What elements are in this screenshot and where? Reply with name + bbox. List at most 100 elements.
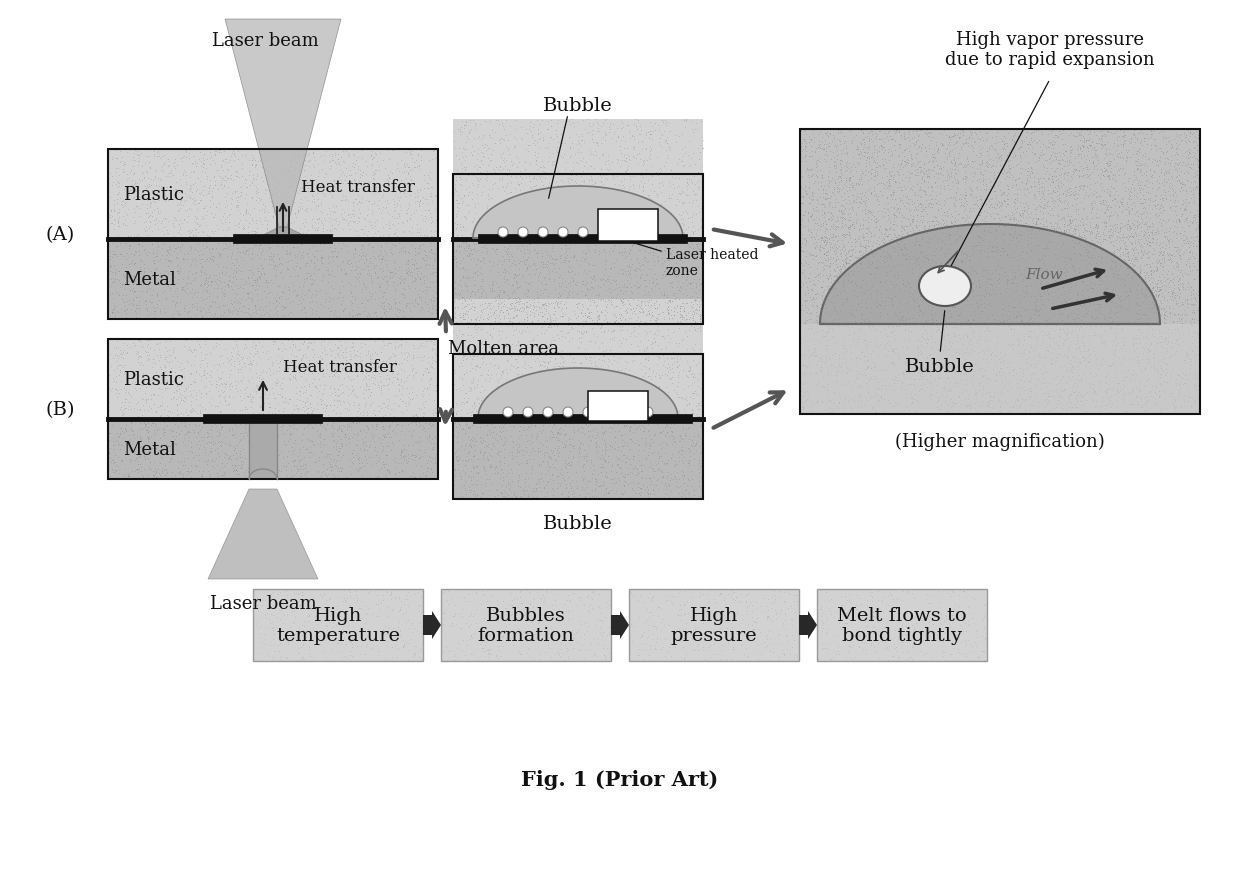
Point — [387, 163, 407, 177]
Point — [898, 604, 918, 618]
Point — [1091, 375, 1111, 389]
Point — [1048, 147, 1068, 161]
Point — [538, 368, 558, 381]
Point — [1131, 312, 1151, 326]
Point — [1045, 195, 1065, 209]
Point — [1156, 330, 1176, 344]
Point — [1101, 155, 1121, 169]
Point — [565, 465, 585, 479]
Point — [1097, 264, 1117, 278]
Point — [988, 166, 1008, 180]
Point — [929, 372, 949, 386]
Point — [306, 289, 326, 302]
Point — [588, 361, 608, 375]
Point — [1128, 277, 1148, 291]
Point — [1174, 376, 1194, 390]
Point — [1147, 369, 1167, 383]
Point — [901, 326, 921, 340]
Text: Metal: Metal — [123, 270, 176, 289]
Point — [197, 356, 217, 370]
Point — [1048, 297, 1068, 311]
Point — [154, 211, 174, 225]
Point — [502, 257, 522, 271]
Point — [1110, 196, 1130, 209]
Point — [811, 364, 831, 378]
Point — [1035, 279, 1055, 293]
Point — [920, 321, 940, 335]
Point — [1161, 346, 1180, 360]
Point — [936, 310, 956, 324]
Point — [565, 232, 585, 246]
Point — [1021, 222, 1040, 235]
Point — [941, 156, 961, 170]
Point — [1079, 328, 1099, 342]
Point — [919, 388, 939, 402]
Point — [569, 592, 589, 606]
Point — [1042, 302, 1061, 315]
Point — [574, 222, 594, 235]
Point — [864, 322, 884, 336]
Point — [1032, 368, 1052, 381]
Point — [138, 468, 157, 482]
Point — [991, 355, 1011, 369]
Point — [1169, 343, 1189, 357]
Point — [558, 471, 578, 485]
Point — [629, 244, 649, 258]
Point — [560, 118, 580, 132]
Point — [1100, 331, 1120, 345]
Point — [908, 382, 928, 396]
Point — [812, 396, 832, 410]
Point — [332, 189, 352, 202]
Point — [849, 342, 869, 356]
Point — [1112, 205, 1132, 219]
Point — [332, 166, 352, 180]
Point — [547, 212, 567, 226]
Point — [924, 352, 944, 366]
Point — [1024, 296, 1044, 310]
Point — [124, 269, 144, 283]
Point — [952, 247, 972, 261]
Point — [356, 360, 376, 374]
Point — [345, 290, 365, 304]
Point — [568, 136, 588, 149]
Point — [1064, 189, 1084, 203]
Point — [536, 271, 556, 285]
Point — [1099, 392, 1118, 406]
Point — [830, 248, 849, 262]
Point — [1011, 248, 1030, 262]
Point — [678, 221, 698, 235]
Point — [1149, 249, 1169, 262]
Point — [265, 644, 285, 658]
Point — [1065, 400, 1085, 414]
Point — [990, 163, 1009, 177]
Point — [505, 292, 525, 306]
Point — [1001, 381, 1021, 395]
Point — [277, 229, 296, 242]
Point — [1102, 279, 1122, 293]
Point — [661, 276, 681, 290]
Point — [285, 249, 305, 262]
Point — [450, 467, 470, 481]
Point — [408, 646, 428, 660]
Point — [186, 366, 206, 380]
Point — [393, 304, 413, 318]
Point — [259, 162, 279, 176]
Point — [341, 460, 361, 474]
Point — [353, 249, 373, 263]
Point — [559, 141, 579, 155]
Point — [970, 323, 990, 337]
Point — [684, 188, 704, 202]
Point — [894, 386, 914, 400]
Point — [219, 424, 239, 438]
Point — [1138, 344, 1158, 358]
Point — [516, 254, 536, 268]
Point — [177, 216, 197, 230]
Point — [835, 249, 854, 262]
Point — [618, 196, 637, 210]
Point — [244, 422, 264, 436]
Point — [1073, 141, 1092, 155]
Point — [1043, 187, 1063, 201]
Point — [352, 366, 372, 380]
Point — [848, 202, 868, 216]
Point — [1040, 289, 1060, 303]
